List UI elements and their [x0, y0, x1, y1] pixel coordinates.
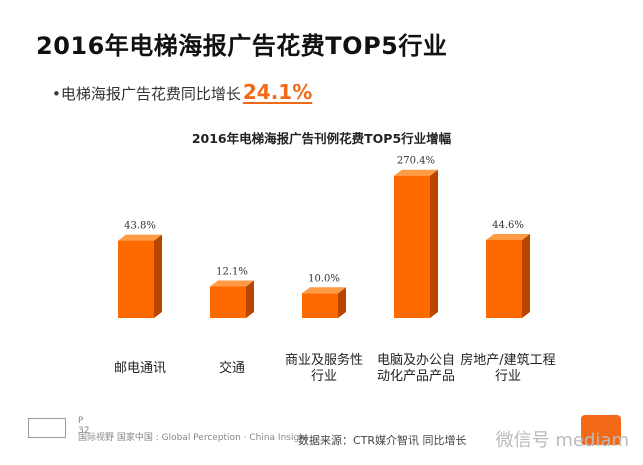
bar-value-label: 10.0%	[308, 273, 340, 284]
category-label: 电脑及办公自	[377, 353, 455, 368]
bar-top	[118, 234, 162, 241]
footer-tagline: 国际视野 国家中国 : Global Perception · China In…	[78, 433, 309, 443]
bar-value-label: 12.1%	[216, 266, 248, 277]
page-number: P 32	[78, 416, 90, 436]
chart-title: 2016年电梯海报广告刊例花费TOP5行业增幅	[191, 131, 452, 146]
bar-5	[486, 233, 530, 318]
category-label: 商业及服务性	[285, 352, 363, 368]
bar-side	[246, 280, 254, 318]
bar-top	[210, 280, 254, 287]
category-label: 动化产品产品	[377, 369, 455, 384]
bar-value-label: 43.8%	[124, 221, 156, 232]
bar-2	[210, 280, 254, 318]
growth-summary: •电梯海报广告花费同比增长 24.1%	[52, 80, 312, 104]
category-label: 交通	[219, 360, 245, 376]
bar-value-label: 270.4%	[397, 156, 435, 167]
category-label: 房地产/建筑工程	[460, 352, 555, 368]
bar-front	[486, 239, 522, 318]
bar-side	[338, 287, 346, 318]
bar-top	[394, 169, 438, 176]
bar-top	[302, 287, 346, 294]
bar-4	[394, 169, 438, 318]
brand-badge-icon	[581, 415, 621, 445]
bar-front	[118, 240, 154, 318]
watermark: 微信号 mediam	[495, 430, 629, 451]
footer-branding: P 32 国际视野 国家中国 : Global Perception · Chi…	[28, 416, 308, 443]
page-title: 2016年电梯海报广告花费TOP5行业	[36, 32, 448, 60]
bar-3	[302, 287, 346, 318]
bar-top	[486, 233, 530, 240]
category-label: 邮电通讯	[114, 361, 166, 376]
bar-front	[394, 175, 430, 318]
data-source-note: 数据来源：CTR媒介智讯 同比增长	[298, 434, 467, 447]
brand-logo	[28, 418, 66, 438]
bar-side	[154, 234, 162, 318]
category-label: 行业	[311, 369, 337, 384]
growth-summary-value: 24.1%	[242, 80, 313, 104]
bar-value-label: 44.6%	[492, 220, 524, 231]
bar-side	[522, 233, 530, 318]
bar-front	[210, 286, 246, 318]
category-label: 行业	[495, 369, 521, 384]
bar-1	[118, 234, 162, 318]
bar-front	[302, 293, 338, 318]
growth-summary-label: •电梯海报广告花费同比增长	[52, 85, 241, 103]
bar-side	[430, 169, 438, 318]
